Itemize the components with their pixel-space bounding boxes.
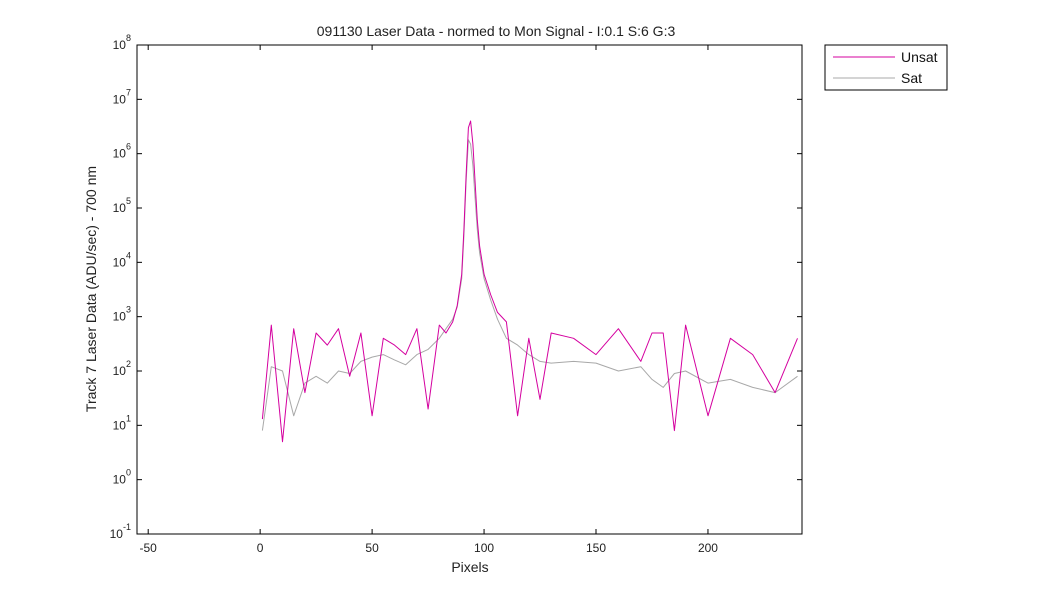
y-tick-exponent: 3 [126, 305, 131, 315]
legend: Unsat Sat [824, 44, 948, 91]
x-tick-label: -50 [140, 541, 158, 555]
y-tick-label: 100 [113, 468, 131, 487]
x-tick-label: 100 [474, 541, 494, 555]
y-tick-base: 10 [113, 364, 127, 378]
y-tick-base: 10 [113, 310, 127, 324]
y-tick-exponent: 0 [126, 468, 131, 478]
legend-label-unsat: Unsat [901, 49, 938, 65]
legend-box [824, 44, 948, 91]
y-tick-exponent: 7 [126, 87, 131, 97]
series-line-sat [261, 139, 798, 431]
y-tick-exponent: 8 [126, 33, 131, 43]
y-tick-base: 10 [113, 473, 127, 487]
x-tick-label: 150 [586, 541, 606, 555]
y-tick-base: 10 [110, 527, 124, 541]
y-tick-label: 102 [113, 359, 131, 378]
x-axis-label: Pixels [451, 559, 488, 575]
y-tick-label: 10-1 [110, 522, 131, 541]
series-line-unsat [261, 120, 798, 443]
y-tick-base: 10 [113, 418, 127, 432]
y-tick-exponent: 5 [126, 196, 131, 206]
y-tick-exponent: 1 [126, 413, 131, 423]
y-tick-label: 107 [113, 87, 131, 106]
plot-area [136, 44, 803, 535]
y-tick-base: 10 [113, 147, 127, 161]
y-tick-label: 101 [113, 413, 131, 432]
y-tick-label: 106 [113, 142, 131, 161]
x-tick-label: 0 [257, 541, 264, 555]
chart-title: 091130 Laser Data - normed to Mon Signal… [317, 23, 676, 39]
series-layer [261, 120, 798, 443]
x-tick-label: 50 [365, 541, 379, 555]
legend-label-sat: Sat [901, 70, 922, 86]
x-axis: -50 0 50 100 150 200 [140, 45, 718, 555]
y-tick-base: 10 [113, 38, 127, 52]
y-tick-base: 10 [113, 201, 127, 215]
y-tick-exponent: 2 [126, 359, 131, 369]
y-axis-label: Track 7 Laser Data (ADU/sec) - 700 nm [83, 166, 99, 412]
y-tick-label: 103 [113, 305, 131, 324]
y-tick-label: 108 [113, 33, 131, 52]
y-tick-exponent: 6 [126, 142, 131, 152]
y-tick-base: 10 [113, 255, 127, 269]
y-tick-label: 104 [113, 250, 131, 269]
x-tick-label: 200 [698, 541, 718, 555]
y-tick-exponent: 4 [126, 250, 131, 260]
y-tick-label: 105 [113, 196, 131, 215]
y-tick-exponent: -1 [123, 522, 131, 532]
y-tick-base: 10 [113, 92, 127, 106]
